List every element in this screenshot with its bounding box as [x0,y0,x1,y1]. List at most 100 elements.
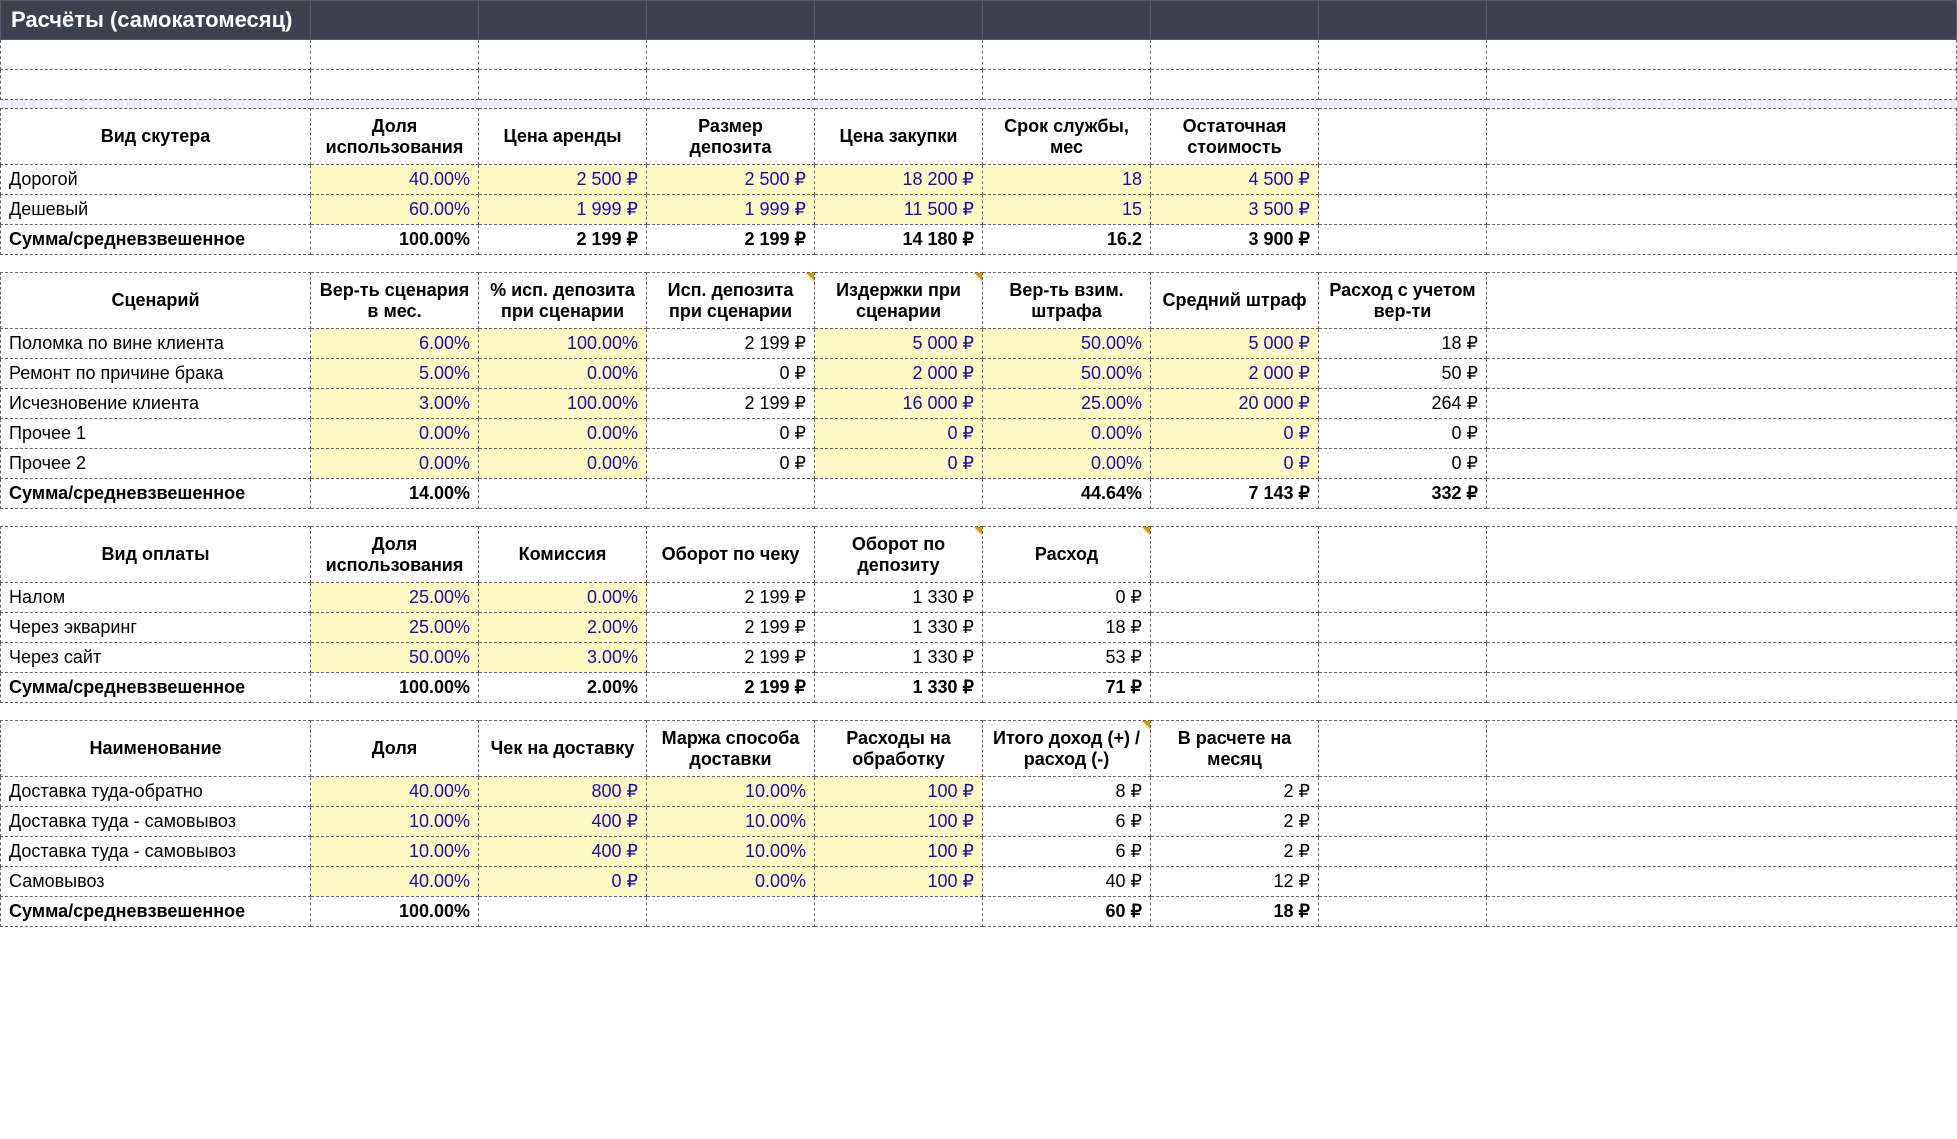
payment-header-1[interactable]: Доля использования [311,527,479,583]
empty-cell[interactable] [1487,329,1957,359]
delivery-value[interactable]: 100 ₽ [815,867,983,897]
scooter-value[interactable]: 11 500 ₽ [815,195,983,225]
delivery-value[interactable]: 10.00% [647,837,815,867]
scooter-row-label[interactable]: Дешевый [1,195,311,225]
blank-cell[interactable] [311,40,479,70]
scenario-total-value[interactable]: 332 ₽ [1319,479,1487,509]
scenario-value[interactable]: 0 ₽ [647,419,815,449]
payment-value[interactable]: 2 199 ₽ [647,643,815,673]
empty-cell[interactable] [1319,807,1487,837]
empty-cell[interactable] [1319,897,1487,927]
scenario-row-label[interactable]: Прочее 1 [1,419,311,449]
delivery-value[interactable]: 400 ₽ [479,837,647,867]
delivery-header-0[interactable]: Наименование [1,721,311,777]
scooter-header-5[interactable]: Срок службы, мес [983,109,1151,165]
delivery-row-label[interactable]: Доставка туда-обратно [1,777,311,807]
empty-cell[interactable] [1319,109,1487,165]
scooter-header-0[interactable]: Вид скутера [1,109,311,165]
scenario-value[interactable]: 0 ₽ [647,449,815,479]
empty-cell[interactable] [1319,867,1487,897]
payment-header-4[interactable]: Оборот по депозиту [815,527,983,583]
delivery-value[interactable]: 800 ₽ [479,777,647,807]
scenario-row-label[interactable]: Ремонт по причине брака [1,359,311,389]
blank-cell[interactable] [1319,40,1487,70]
scooter-value[interactable]: 2 500 ₽ [479,165,647,195]
scenario-value[interactable]: 0 ₽ [1319,419,1487,449]
scenario-header-7[interactable]: Расход с учетом вер-ти [1319,273,1487,329]
blank-cell[interactable] [1151,40,1319,70]
scenario-total-value[interactable] [647,479,815,509]
payment-total-value[interactable]: 2.00% [479,673,647,703]
empty-cell[interactable] [1487,479,1957,509]
empty-cell[interactable] [1487,449,1957,479]
delivery-value[interactable]: 40.00% [311,777,479,807]
blank-cell[interactable] [1487,70,1957,100]
scenario-value[interactable]: 100.00% [479,389,647,419]
payment-header-3[interactable]: Оборот по чеку [647,527,815,583]
scenario-value[interactable]: 100.00% [479,329,647,359]
payment-row-label[interactable]: Через сайт [1,643,311,673]
blank-cell[interactable] [479,70,647,100]
empty-cell[interactable] [1151,613,1319,643]
scenario-value[interactable]: 0.00% [479,359,647,389]
delivery-header-1[interactable]: Доля [311,721,479,777]
delivery-value[interactable]: 10.00% [311,837,479,867]
empty-cell[interactable] [1487,165,1957,195]
scooter-header-4[interactable]: Цена закупки [815,109,983,165]
scenario-value[interactable]: 5.00% [311,359,479,389]
scenario-total-value[interactable]: 14.00% [311,479,479,509]
empty-cell[interactable] [1487,777,1957,807]
scooter-header-2[interactable]: Цена аренды [479,109,647,165]
scenario-total-value[interactable]: 44.64% [983,479,1151,509]
scenario-value[interactable]: 0 ₽ [647,359,815,389]
payment-header-5[interactable]: Расход [983,527,1151,583]
scenario-value[interactable]: 264 ₽ [1319,389,1487,419]
payment-total-value[interactable]: 1 330 ₽ [815,673,983,703]
delivery-total-value[interactable]: 18 ₽ [1151,897,1319,927]
empty-cell[interactable] [1151,583,1319,613]
delivery-value[interactable]: 2 ₽ [1151,777,1319,807]
empty-cell[interactable] [1487,273,1957,329]
scenario-header-3[interactable]: Исп. депозита при сценарии [647,273,815,329]
delivery-value[interactable]: 2 ₽ [1151,807,1319,837]
delivery-total-value[interactable] [647,897,815,927]
delivery-total-value[interactable]: 60 ₽ [983,897,1151,927]
scooter-value[interactable]: 1 999 ₽ [479,195,647,225]
payment-value[interactable]: 25.00% [311,613,479,643]
blank-cell[interactable] [983,40,1151,70]
scooter-total-value[interactable]: 14 180 ₽ [815,225,983,255]
scenario-row-label[interactable]: Прочее 2 [1,449,311,479]
delivery-row-label[interactable]: Доставка туда - самовывоз [1,837,311,867]
empty-cell[interactable] [1319,527,1487,583]
scenario-header-1[interactable]: Вер-ть сценария в мес. [311,273,479,329]
empty-cell[interactable] [1319,165,1487,195]
empty-cell[interactable] [1151,673,1319,703]
delivery-total-label[interactable]: Сумма/средневзвешенное [1,897,311,927]
scooter-total-label[interactable]: Сумма/средневзвешенное [1,225,311,255]
empty-cell[interactable] [1319,195,1487,225]
scenario-header-5[interactable]: Вер-ть взим. штрафа [983,273,1151,329]
payment-value[interactable]: 2.00% [479,613,647,643]
delivery-total-value[interactable]: 100.00% [311,897,479,927]
blank-cell[interactable] [983,70,1151,100]
empty-cell[interactable] [1319,777,1487,807]
scenario-header-0[interactable]: Сценарий [1,273,311,329]
payment-value[interactable]: 1 330 ₽ [815,613,983,643]
delivery-header-3[interactable]: Маржа способа доставки [647,721,815,777]
payment-value[interactable]: 18 ₽ [983,613,1151,643]
payment-value[interactable]: 2 199 ₽ [647,613,815,643]
empty-cell[interactable] [1487,195,1957,225]
scenario-value[interactable]: 0 ₽ [1151,449,1319,479]
empty-cell[interactable] [1487,359,1957,389]
scooter-value[interactable]: 40.00% [311,165,479,195]
payment-total-label[interactable]: Сумма/средневзвешенное [1,673,311,703]
scenario-value[interactable]: 0.00% [479,419,647,449]
scooter-total-value[interactable]: 2 199 ₽ [479,225,647,255]
delivery-value[interactable]: 0.00% [647,867,815,897]
empty-cell[interactable] [1151,527,1319,583]
scenario-header-2[interactable]: % исп. депозита при сценарии [479,273,647,329]
payment-total-value[interactable]: 71 ₽ [983,673,1151,703]
empty-cell[interactable] [1487,807,1957,837]
delivery-total-value[interactable] [479,897,647,927]
blank-cell[interactable] [1,40,311,70]
